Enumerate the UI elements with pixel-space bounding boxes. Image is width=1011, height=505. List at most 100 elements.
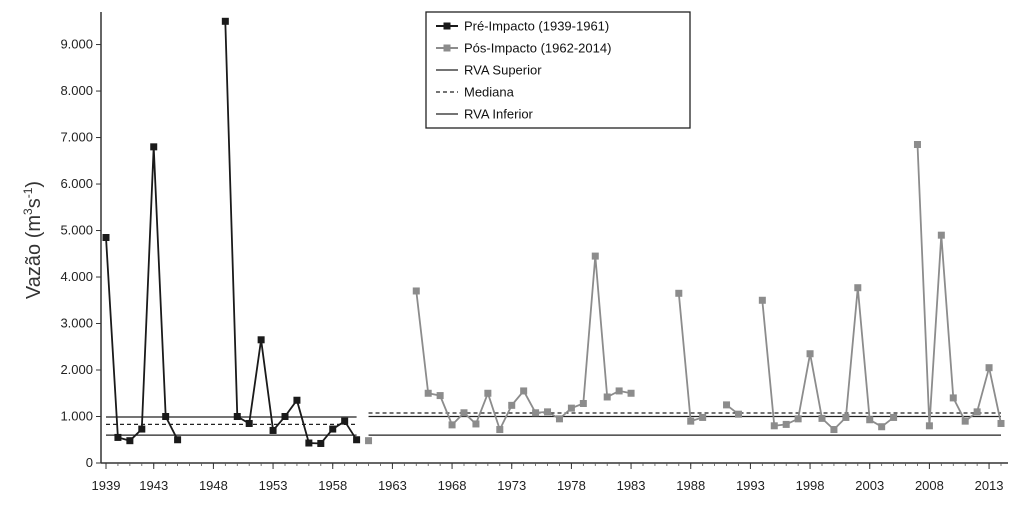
y-tick-label: 8.000 xyxy=(60,83,93,98)
legend-marker-2 xyxy=(443,44,451,52)
series-line-pos-impacto-segment-6 xyxy=(916,144,1002,426)
data-point-pos-impacto-2005 xyxy=(890,413,898,421)
data-point-pos-impacto-1998 xyxy=(806,350,814,358)
x-tick-label: 1953 xyxy=(259,478,288,493)
data-point-pos-impacto-1988 xyxy=(687,417,695,425)
data-point-pre-impacto-1940 xyxy=(114,433,122,441)
y-tick-label: 0 xyxy=(86,455,93,470)
y-tick-label: 1.000 xyxy=(60,409,93,424)
x-tick-label: 1973 xyxy=(497,478,526,493)
data-point-pre-impacto-1951 xyxy=(245,419,253,427)
data-point-pos-impacto-1977 xyxy=(555,415,563,423)
data-point-pos-impacto-2003 xyxy=(866,416,874,424)
x-tick-label: 1958 xyxy=(318,478,347,493)
legend: Pré-Impacto (1939-1961) Pós-Impacto (1962… xyxy=(425,11,691,129)
data-point-pos-impacto-2007 xyxy=(913,141,921,149)
data-point-pos-impacto-2000 xyxy=(830,426,838,434)
data-point-pos-impacto-1978 xyxy=(567,404,575,412)
x-tick-label: 1988 xyxy=(676,478,705,493)
x-tick-label: 1998 xyxy=(796,478,825,493)
y-tick-label: 6.000 xyxy=(60,176,93,191)
data-point-pos-impacto-2011 xyxy=(961,417,969,425)
y-tick-label: 5.000 xyxy=(60,223,93,238)
series-line-pre-impacto-segment-1 xyxy=(105,146,179,442)
legend-label-3: RVA Superior xyxy=(464,63,542,78)
data-point-pos-impacto-1996 xyxy=(782,420,790,428)
data-point-pos-impacto-1995 xyxy=(770,422,778,430)
data-point-pre-impacto-1939 xyxy=(102,234,110,241)
data-point-pos-impacto-1970 xyxy=(472,420,480,428)
data-point-pos-impacto-1992 xyxy=(734,410,742,418)
x-tick-label: 1963 xyxy=(378,478,407,493)
legend-label-4: Mediana xyxy=(464,85,515,100)
y-axis-label: Vazão (m3s-1) xyxy=(21,181,45,299)
data-point-pre-impacto-1953 xyxy=(269,426,277,434)
data-point-pos-impacto-1983 xyxy=(627,389,635,397)
data-point-pos-impacto-1965 xyxy=(412,287,420,295)
data-point-pre-impacto-1943 xyxy=(150,143,158,151)
y-tick-label: 3.000 xyxy=(60,316,93,331)
data-point-pos-impacto-1987 xyxy=(675,289,683,297)
data-point-pos-impacto-1981 xyxy=(603,393,611,401)
data-point-pos-impacto-2004 xyxy=(878,423,886,431)
data-point-pre-impacto-1959 xyxy=(341,417,349,425)
data-point-pre-impacto-1945 xyxy=(174,436,182,444)
data-point-pos-impacto-1999 xyxy=(818,414,826,422)
data-point-pre-impacto-1942 xyxy=(138,425,146,433)
data-point-pos-impacto-1991 xyxy=(723,401,731,409)
data-point-pos-impacto-2013 xyxy=(985,364,993,372)
data-point-pos-impacto-1973 xyxy=(508,401,516,409)
x-tick-label: 1943 xyxy=(139,478,168,493)
x-tick-label: 2003 xyxy=(855,478,884,493)
data-point-pos-impacto-1968 xyxy=(448,421,456,429)
series-line-pre-impacto-segment-2 xyxy=(224,21,358,445)
data-point-pre-impacto-1954 xyxy=(281,413,289,421)
legend-label-5: RVA Inferior xyxy=(464,107,534,122)
data-point-pos-impacto-1997 xyxy=(794,415,802,423)
data-point-pre-impacto-1952 xyxy=(257,336,265,344)
data-point-pos-impacto-1994 xyxy=(758,296,766,304)
data-point-pos-impacto-1974 xyxy=(520,387,528,395)
data-point-pos-impacto-1972 xyxy=(496,426,504,434)
y-tick-label: 4.000 xyxy=(60,269,93,284)
data-point-pre-impacto-1944 xyxy=(162,413,170,421)
data-point-pos-impacto-1989 xyxy=(699,413,707,421)
data-point-pre-impacto-1955 xyxy=(293,396,301,404)
series-line-pos-impacto-segment-2 xyxy=(415,256,632,432)
x-tick-label: 2008 xyxy=(915,478,944,493)
data-point-pos-impacto-1966 xyxy=(424,389,432,397)
y-tick-label: 9.000 xyxy=(60,37,93,52)
series-line-pos-impacto-segment-5 xyxy=(761,287,895,431)
data-point-pre-impacto-1956 xyxy=(305,439,313,447)
x-tick-label: 1983 xyxy=(617,478,646,493)
legend-box xyxy=(425,11,691,129)
data-point-pos-impacto-2002 xyxy=(854,284,862,292)
data-point-pre-impacto-1957 xyxy=(317,439,325,447)
data-point-pos-impacto-1979 xyxy=(579,399,587,407)
data-point-pos-impacto-2009 xyxy=(937,231,945,239)
data-point-pre-impacto-1949 xyxy=(221,17,229,25)
data-point-pos-impacto-1969 xyxy=(460,409,468,417)
data-point-pos-impacto-2001 xyxy=(842,413,850,421)
data-point-pos-impacto-2008 xyxy=(925,422,933,430)
data-point-pos-impacto-1967 xyxy=(436,392,444,400)
data-point-pos-impacto-2010 xyxy=(949,394,957,402)
data-point-pos-impacto-2014 xyxy=(997,419,1005,427)
data-point-pos-impacto-2012 xyxy=(973,408,981,416)
y-tick-label: 7.000 xyxy=(60,130,93,145)
x-tick-label: 1939 xyxy=(92,478,121,493)
x-tick-label: 2013 xyxy=(975,478,1004,493)
data-point-pos-impacto-1976 xyxy=(544,408,552,416)
axes: 0 1.000 2.000 3.000 4.000 5.000 6.000 7.000 8.00… xyxy=(60,12,1008,493)
series-points xyxy=(102,17,1005,447)
y-axis-title: Vazão (m3s-1) xyxy=(21,181,45,299)
data-point-pos-impacto-1980 xyxy=(591,252,599,260)
data-point-pos-impacto-1975 xyxy=(532,409,540,417)
y-tick-label: 2.000 xyxy=(60,362,93,377)
data-point-pre-impacto-1950 xyxy=(233,413,241,421)
data-point-pre-impacto-1958 xyxy=(329,425,337,433)
data-point-pos-impacto-1961 xyxy=(365,437,373,445)
x-tick-label: 1978 xyxy=(557,478,586,493)
